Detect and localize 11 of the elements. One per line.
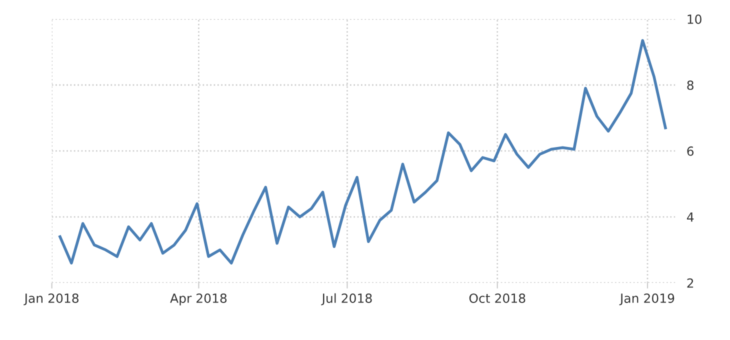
- x-tick-label: Oct 2018: [469, 294, 526, 303]
- x-tick-label: Jan 2018: [24, 294, 78, 306]
- line-series: [58, 39, 667, 264]
- y-tick-label: 6: [687, 146, 694, 156]
- x-tick-label: Jan 2019: [619, 294, 674, 306]
- y-tick-label: 2: [687, 278, 694, 288]
- y-tick-label: 8: [687, 80, 694, 90]
- x-tick-label: Jul 2018: [321, 293, 372, 306]
- y-tick-label: 10: [688, 14, 702, 24]
- x-tick-label: Apr 2018: [170, 294, 227, 306]
- y-tick-label: 4: [686, 212, 694, 222]
